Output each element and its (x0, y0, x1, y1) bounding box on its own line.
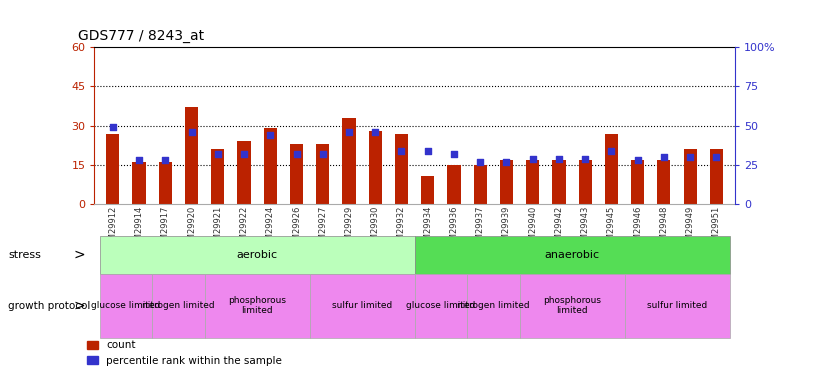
Text: sulfur limited: sulfur limited (332, 301, 392, 310)
Bar (132, 162, 145, 204)
Bar (152, 274, 204, 338)
Text: anaerobic: anaerobic (544, 250, 599, 260)
Point (658, 154, 671, 160)
Point (447, 151, 461, 157)
Point (342, 129, 355, 135)
Point (421, 148, 434, 154)
Bar (415, 236, 730, 274)
Text: glucose limited: glucose limited (406, 301, 475, 310)
Bar (658, 160, 671, 204)
Bar (342, 118, 355, 204)
Bar (467, 274, 520, 338)
Point (553, 156, 566, 162)
Point (710, 154, 723, 160)
Point (684, 154, 697, 160)
Bar (395, 134, 408, 204)
Text: nitrogen limited: nitrogen limited (457, 301, 530, 310)
Text: sulfur limited: sulfur limited (647, 301, 707, 310)
Text: stress: stress (8, 250, 41, 260)
Point (237, 151, 250, 157)
Bar (211, 149, 224, 204)
Bar (474, 165, 487, 204)
Bar (415, 274, 467, 338)
Bar (185, 107, 198, 204)
Text: glucose limited: glucose limited (91, 301, 161, 310)
Bar (237, 141, 250, 204)
Point (158, 157, 172, 163)
Bar (500, 160, 513, 204)
Bar (290, 144, 303, 204)
Text: growth protocol: growth protocol (8, 301, 90, 310)
Bar (520, 274, 625, 338)
Text: nitrogen limited: nitrogen limited (142, 301, 215, 310)
Point (369, 129, 382, 135)
Text: >: > (74, 298, 85, 313)
Bar (310, 274, 415, 338)
Text: aerobic: aerobic (236, 250, 277, 260)
Bar (204, 274, 310, 338)
Text: phosphorous
limited: phosphorous limited (543, 296, 601, 315)
Point (132, 157, 145, 163)
Bar (447, 165, 461, 204)
Bar (553, 160, 566, 204)
Point (526, 156, 539, 162)
Bar (316, 144, 329, 204)
Text: GDS777 / 8243_at: GDS777 / 8243_at (78, 29, 204, 43)
Point (185, 129, 198, 135)
Point (474, 159, 487, 165)
Bar (421, 176, 434, 204)
Bar (579, 160, 592, 204)
Point (605, 148, 618, 154)
Text: phosphorous
limited: phosphorous limited (228, 296, 287, 315)
Point (290, 151, 303, 157)
Bar (605, 134, 618, 204)
Bar (526, 160, 539, 204)
Bar (625, 274, 730, 338)
Text: >: > (74, 248, 85, 262)
Bar (99, 236, 415, 274)
Bar (99, 274, 152, 338)
Bar (264, 128, 277, 204)
Bar (710, 149, 723, 204)
Point (500, 159, 513, 165)
Point (631, 157, 644, 163)
Point (264, 132, 277, 138)
Point (579, 156, 592, 162)
Legend: count, percentile rank within the sample: count, percentile rank within the sample (83, 336, 287, 370)
Bar (631, 160, 644, 204)
Point (211, 151, 224, 157)
Bar (369, 131, 382, 204)
Bar (684, 149, 697, 204)
Bar (106, 134, 119, 204)
Point (316, 151, 329, 157)
Bar (158, 162, 172, 204)
Point (106, 124, 119, 130)
Point (395, 148, 408, 154)
